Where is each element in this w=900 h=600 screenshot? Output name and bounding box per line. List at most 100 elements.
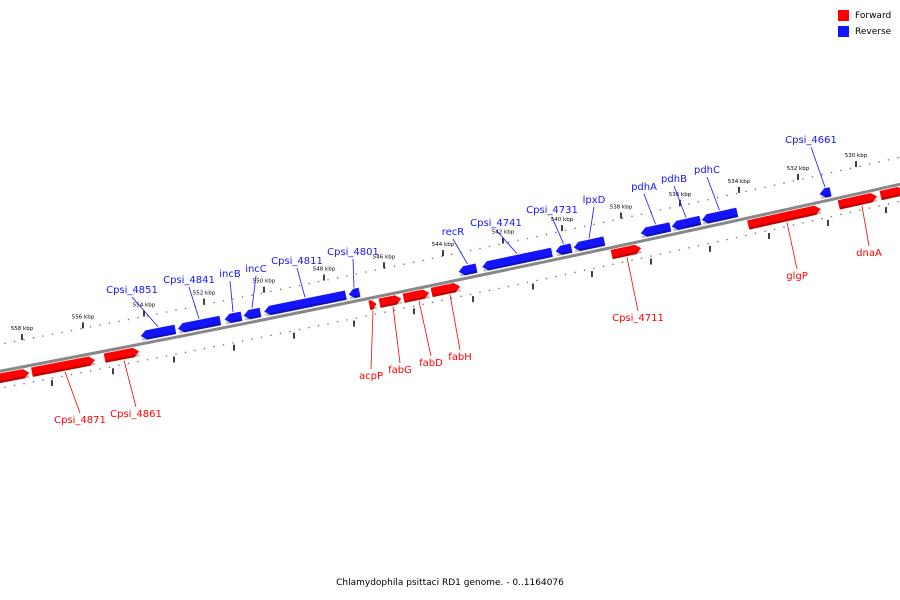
guide-dot [99,368,101,370]
label-leader [495,229,518,254]
guide-dot [32,337,35,339]
guide-dot [384,311,386,313]
guide-dot [764,186,766,189]
gene-labels: Cpsi_4851 Cpsi_4841 incB incC Cpsi_4811 Cpsi_… [54,135,882,426]
reverse-gene[interactable] [347,286,362,300]
guide-dot [89,326,92,328]
guide-dot [260,336,263,338]
forward-gene[interactable] [609,243,643,260]
reverse-gene[interactable] [457,262,479,277]
guide-dot [194,349,196,352]
forward-gene[interactable] [746,204,822,231]
guide-dot [23,382,25,385]
forward-gene[interactable] [0,368,31,385]
guide-dot [830,215,833,218]
reverse-gene[interactable] [818,186,833,199]
guide-dot [327,278,329,281]
reverse-gene[interactable] [242,307,263,321]
guide-dot [32,381,35,383]
guide-dot [308,326,310,329]
guide-dot [127,318,130,321]
guide-dot [51,377,54,379]
guide-dot [450,253,453,256]
label-leader [643,193,656,225]
guide-dot [355,273,358,275]
forward-gene[interactable] [401,288,431,304]
dotted-guides [4,156,899,389]
legend-swatch-forward [838,10,849,21]
guide-dot [241,296,244,298]
guide-dot [4,342,6,345]
reverse-gene[interactable] [176,315,222,334]
forward-gene[interactable] [837,191,878,211]
gene-label-forward: fabG [388,365,412,376]
forward-gene[interactable] [878,185,900,201]
guide-dot [118,364,120,367]
label-leader [861,205,870,247]
tick-label: 534 kbp [728,179,751,185]
reverse-gene[interactable] [263,289,348,317]
label-leader [392,306,401,364]
guide-dot [783,182,785,184]
reverse-gene[interactable] [670,215,703,232]
guide-dot [393,265,396,267]
gene-label-forward: acpP [359,371,383,382]
guide-dot [745,234,747,237]
gene-label-reverse: Cpsi_4851 [106,285,158,296]
forward-gene[interactable] [367,299,378,311]
gene-label-forward: Cpsi_4871 [54,415,106,426]
forward-gene[interactable] [103,346,141,364]
guide-dot [830,171,833,174]
reverse-gene[interactable] [700,207,739,225]
guide-dot [593,223,595,226]
label-leader [123,360,137,408]
guide-dot [118,320,120,323]
guide-dot [42,379,44,381]
label-leader [418,300,432,357]
genes [0,185,900,385]
guide-dot [545,277,548,280]
gene-label-reverse: incB [219,269,241,280]
guide-dot [355,317,358,319]
reverse-gene[interactable] [139,323,177,341]
tick-label: 530 kbp [845,153,868,159]
reverse-gene[interactable] [223,310,244,325]
guide-dot [251,338,253,340]
tick-label: 540 kbp [551,217,574,223]
tick-label: 546 kbp [373,254,396,260]
guide-dot [868,207,871,209]
reverse-gene[interactable] [572,235,607,253]
guide-dot [564,273,567,276]
forward-gene[interactable] [30,355,97,378]
tick-label: 536 kbp [669,192,692,198]
guide-dot [726,238,728,241]
guide-dot [707,242,709,245]
guide-dot [716,196,719,199]
guide-dot [222,299,225,302]
guide-dot [270,334,272,337]
forward-gene[interactable] [429,282,462,298]
guide-dot [602,265,605,268]
guide-dot [811,219,814,222]
reverse-gene[interactable] [481,246,554,272]
reverse-gene[interactable] [554,242,574,257]
guide-dot [574,271,576,274]
guide-dot [70,373,73,376]
guide-dot [346,319,348,321]
guide-dot [821,173,823,176]
guide-dot [431,301,434,304]
guide-dot [669,251,671,253]
guide-dot [555,275,557,278]
guide-dot [279,288,282,291]
guide-dot [868,163,871,165]
reverse-gene[interactable] [639,221,673,239]
label-leader [296,267,306,298]
guide-dot [659,253,662,255]
forward-gene[interactable] [377,294,403,309]
guide-dot [175,309,177,311]
guide-dot [688,247,690,249]
label-leader [551,216,564,244]
guide-dot [479,247,481,250]
guide-dot [507,241,510,244]
